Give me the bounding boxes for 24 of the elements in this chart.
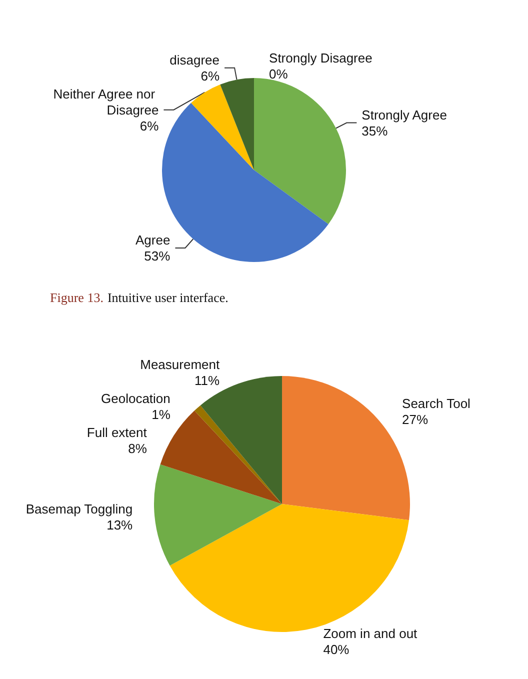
data-label: 1% <box>152 406 171 422</box>
data-label: 35% <box>362 123 388 138</box>
text: 0% <box>269 66 288 82</box>
data-label: 27% <box>402 412 428 427</box>
data-label: 53% <box>144 248 171 264</box>
slice-label: Geolocation <box>101 390 170 406</box>
slice-label: Measurement <box>140 356 220 372</box>
data-label: 6% <box>140 118 160 134</box>
data-label: 13% <box>106 518 134 533</box>
data-label: 8% <box>128 440 148 456</box>
data-label: 40% <box>323 642 350 658</box>
text: Intuitive user interface. <box>107 290 228 305</box>
slice-label: Search Tool <box>402 396 471 411</box>
slice-label: Neither Agree nor Disagree <box>53 86 159 118</box>
category-label: Strongly Disagree <box>269 50 372 66</box>
slice-label: Full extent <box>86 424 148 440</box>
slice-label: Strongly Agree <box>362 107 447 122</box>
slice-label: Agree <box>136 232 170 248</box>
data-label: 11% <box>194 372 220 388</box>
data-label: 6% <box>200 68 220 84</box>
slice-label: Basemap Toggling <box>26 502 133 517</box>
slice-label: Zoom in and out <box>323 626 418 642</box>
slice-label: disagree <box>170 52 220 68</box>
caption: Figure 13. <box>50 290 104 305</box>
